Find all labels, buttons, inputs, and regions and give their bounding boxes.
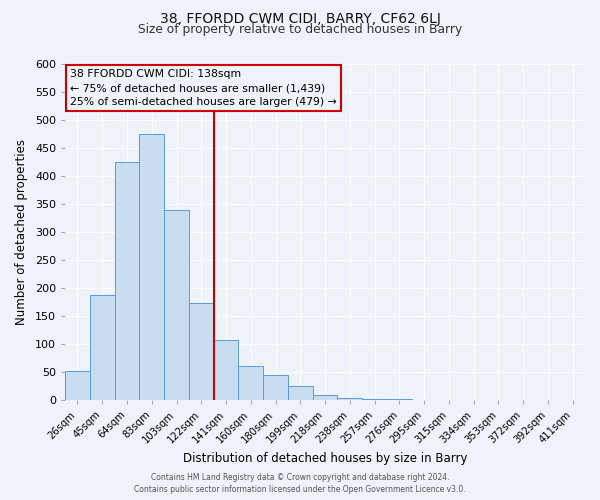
Bar bbox=[337, 398, 362, 400]
Bar bbox=[214, 340, 238, 400]
Bar bbox=[288, 386, 313, 400]
Bar bbox=[263, 374, 288, 400]
Bar bbox=[313, 395, 337, 400]
Y-axis label: Number of detached properties: Number of detached properties bbox=[15, 139, 28, 325]
X-axis label: Distribution of detached houses by size in Barry: Distribution of detached houses by size … bbox=[183, 452, 467, 465]
Bar bbox=[238, 366, 263, 400]
Bar bbox=[362, 398, 387, 400]
Bar bbox=[189, 304, 214, 400]
Bar bbox=[139, 134, 164, 400]
Text: Size of property relative to detached houses in Barry: Size of property relative to detached ho… bbox=[138, 24, 462, 36]
Text: Contains HM Land Registry data © Crown copyright and database right 2024.
Contai: Contains HM Land Registry data © Crown c… bbox=[134, 472, 466, 494]
Text: 38, FFORDD CWM CIDI, BARRY, CF62 6LJ: 38, FFORDD CWM CIDI, BARRY, CF62 6LJ bbox=[160, 12, 440, 26]
Bar bbox=[115, 162, 139, 400]
Text: 38 FFORDD CWM CIDI: 138sqm
← 75% of detached houses are smaller (1,439)
25% of s: 38 FFORDD CWM CIDI: 138sqm ← 75% of deta… bbox=[70, 69, 337, 107]
Bar bbox=[90, 295, 115, 401]
Bar bbox=[65, 372, 90, 400]
Bar bbox=[164, 210, 189, 400]
